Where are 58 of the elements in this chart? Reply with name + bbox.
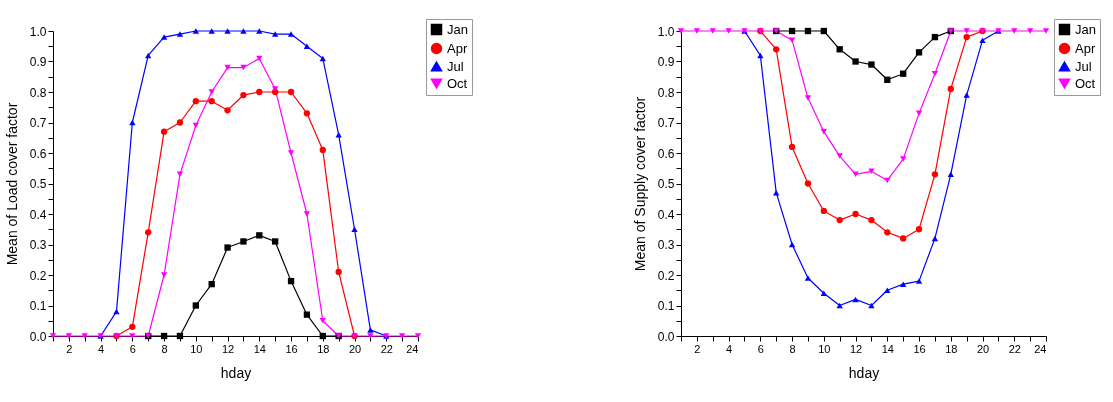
legend-label: Apr — [1075, 40, 1096, 56]
x-tick-label: 6 — [129, 342, 136, 355]
x-tick-label: 14 — [881, 342, 894, 355]
y-tick-label: 0.4 — [29, 207, 47, 222]
x-tick-label: 8 — [161, 342, 168, 355]
x-tick-label: 18 — [317, 342, 330, 355]
x-tick-label: 22 — [1008, 342, 1021, 355]
x-axis-title: hday — [220, 364, 252, 381]
x-tick-label: 10 — [190, 342, 203, 355]
x-tick-label: 18 — [945, 342, 958, 355]
y-tick-label: 0.0 — [657, 329, 675, 344]
y-tick-label: 0.5 — [657, 177, 675, 191]
y-tick-label: 1.0 — [29, 24, 47, 39]
legend-label: Oct — [1075, 75, 1096, 91]
y-tick-label: 0.1 — [29, 299, 47, 313]
legend-label: Jul — [447, 58, 464, 74]
x-tick-label: 20 — [348, 342, 362, 355]
x-tick-label: 22 — [380, 342, 393, 355]
x-tick-label: 2 — [66, 342, 73, 355]
legend-label: Jul — [1075, 58, 1092, 74]
y-tick-label: 0.4 — [657, 207, 675, 222]
x-tick-label: 12 — [849, 342, 863, 355]
x-tick-label: 6 — [757, 342, 764, 355]
x-tick-label: 4 — [726, 342, 733, 355]
y-tick-label: 0.3 — [657, 238, 675, 252]
y-tick-label: 0.5 — [29, 177, 47, 191]
y-tick-label: 0.2 — [29, 268, 47, 283]
y-tick-label: 0.7 — [29, 116, 47, 130]
y-tick-label: 0.9 — [29, 55, 47, 69]
x-tick-label: 2 — [694, 342, 701, 355]
x-tick-label: 16 — [285, 342, 298, 355]
x-tick-label: 24 — [1034, 342, 1047, 355]
y-tick-label: 0.0 — [29, 329, 47, 344]
y-tick-label: 0.3 — [29, 238, 47, 252]
y-tick-label: 0.2 — [657, 268, 675, 283]
y-axis-title: Mean of Supply cover factor — [631, 96, 648, 272]
x-tick-label: 8 — [789, 342, 796, 355]
legend-label: Apr — [447, 40, 468, 56]
x-tick-label: 20 — [976, 342, 990, 355]
y-axis-title: Mean of Load cover factor — [3, 102, 20, 266]
legend-label: Jan — [447, 21, 468, 37]
y-tick-label: 0.1 — [657, 299, 675, 313]
x-tick-label: 14 — [253, 342, 266, 355]
legend-label: Jan — [1075, 21, 1096, 37]
legend-label: Oct — [447, 75, 468, 91]
y-tick-label: 0.9 — [657, 55, 675, 69]
x-tick-label: 10 — [818, 342, 831, 355]
x-tick-label: 16 — [913, 342, 926, 355]
x-tick-label: 12 — [221, 342, 235, 355]
x-axis-title: hday — [848, 364, 880, 381]
y-tick-label: 0.6 — [29, 146, 47, 161]
y-tick-label: 1.0 — [657, 24, 675, 39]
y-tick-label: 0.8 — [657, 85, 675, 100]
y-tick-label: 0.6 — [657, 146, 675, 161]
y-tick-label: 0.8 — [29, 85, 47, 100]
x-tick-label: 4 — [98, 342, 105, 355]
y-tick-label: 0.7 — [657, 116, 675, 130]
x-tick-label: 24 — [406, 342, 419, 355]
